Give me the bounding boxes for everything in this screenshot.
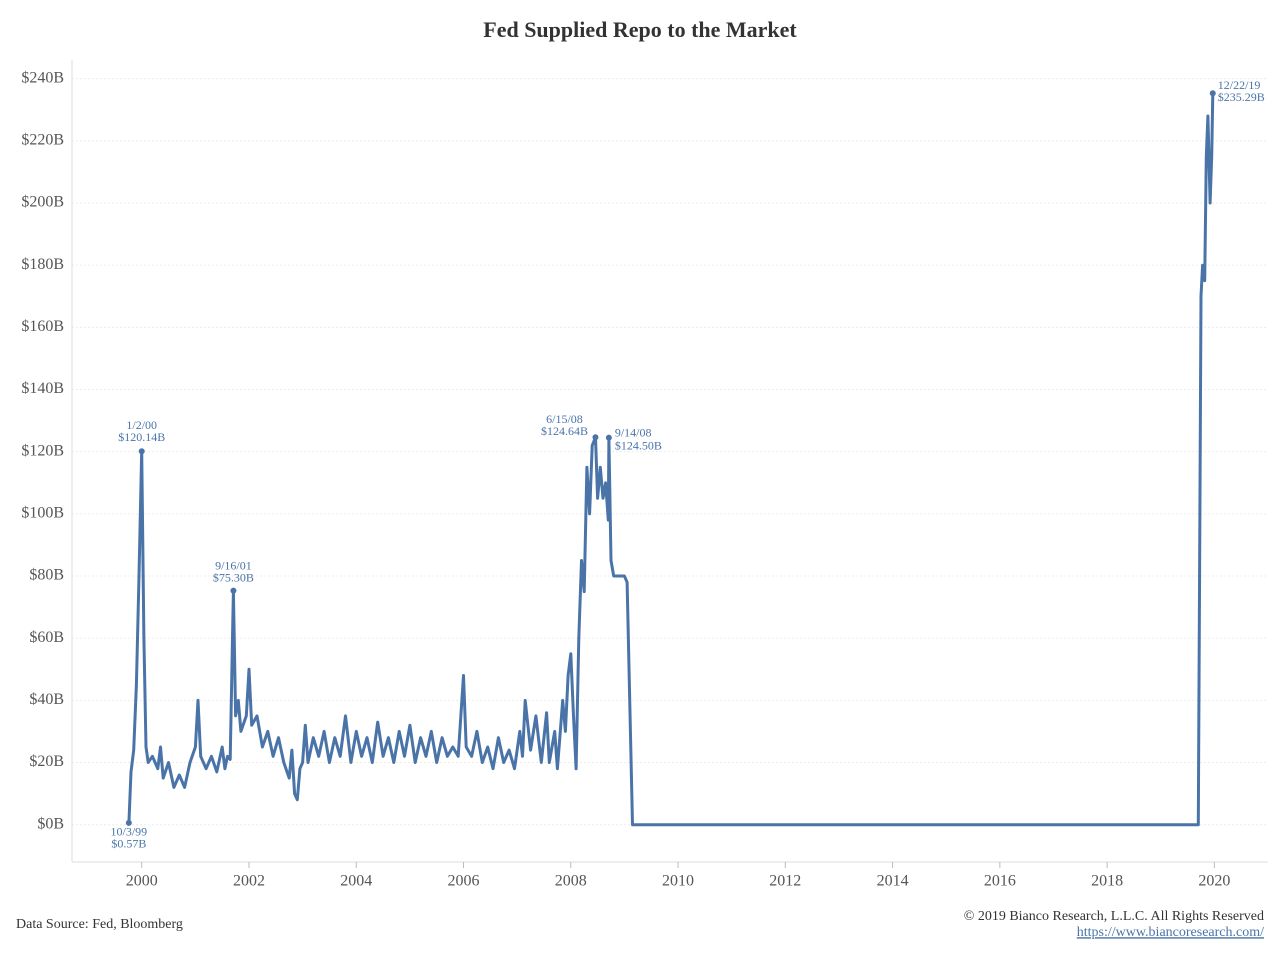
x-tick-label: 2002 bbox=[233, 873, 265, 890]
y-tick-label: $220B bbox=[21, 131, 64, 148]
annotation-dot bbox=[138, 448, 145, 455]
y-tick-label: $60B bbox=[29, 629, 64, 646]
x-tick-label: 2004 bbox=[340, 873, 372, 890]
annotation-date: 9/14/08 bbox=[615, 425, 652, 439]
copyright: © 2019 Bianco Research, L.L.C. All Right… bbox=[964, 909, 1264, 924]
x-tick-label: 2020 bbox=[1198, 873, 1230, 890]
y-tick-label: $160B bbox=[21, 318, 64, 335]
annotation-dot bbox=[1209, 90, 1216, 97]
annotation-date: 10/3/99 bbox=[111, 825, 148, 839]
y-tick-label: $120B bbox=[21, 442, 64, 459]
x-tick-label: 2012 bbox=[769, 873, 801, 890]
annotation-date: 1/2/00 bbox=[126, 418, 157, 432]
y-tick-label: $200B bbox=[21, 194, 64, 211]
annotation-label: $75.30B bbox=[213, 570, 254, 584]
y-tick-label: $180B bbox=[21, 256, 64, 273]
chart-title: Fed Supplied Repo to the Market bbox=[483, 17, 797, 42]
annotation-date: 12/22/19 bbox=[1218, 78, 1261, 92]
annotation-dot bbox=[230, 587, 237, 594]
annotation-date: 9/16/01 bbox=[215, 558, 252, 572]
y-tick-label: $100B bbox=[21, 505, 64, 522]
y-tick-label: $0B bbox=[37, 815, 64, 832]
series-line bbox=[127, 93, 1215, 827]
x-tick-label: 2000 bbox=[126, 873, 158, 890]
x-tick-label: 2016 bbox=[984, 873, 1016, 890]
y-tick-label: $80B bbox=[29, 567, 64, 584]
x-tick-label: 2008 bbox=[555, 873, 587, 890]
url[interactable]: https://www.biancoresearch.com/ bbox=[1077, 925, 1264, 940]
x-tick-label: 2006 bbox=[448, 873, 480, 890]
annotation-date: 6/15/08 bbox=[546, 412, 583, 426]
annotation-label: $124.50B bbox=[615, 438, 662, 452]
y-tick-label: $240B bbox=[21, 69, 64, 86]
x-tick-label: 2014 bbox=[877, 873, 909, 890]
annotation-dot bbox=[605, 434, 612, 441]
y-tick-label: $40B bbox=[29, 691, 64, 708]
x-tick-label: 2010 bbox=[662, 873, 694, 890]
y-tick-label: $20B bbox=[29, 753, 64, 770]
annotation-dot bbox=[592, 434, 599, 441]
source: Data Source: Fed, Bloomberg bbox=[16, 917, 183, 932]
x-tick-label: 2018 bbox=[1091, 873, 1123, 890]
annotation-dot bbox=[125, 819, 132, 826]
annotation-label: $0.57B bbox=[111, 837, 146, 851]
annotation-label: $124.64B bbox=[541, 424, 588, 438]
annotation-label: $120.14B bbox=[118, 430, 165, 444]
annotation-label: $235.29B bbox=[1218, 90, 1265, 104]
y-tick-label: $140B bbox=[21, 380, 64, 397]
